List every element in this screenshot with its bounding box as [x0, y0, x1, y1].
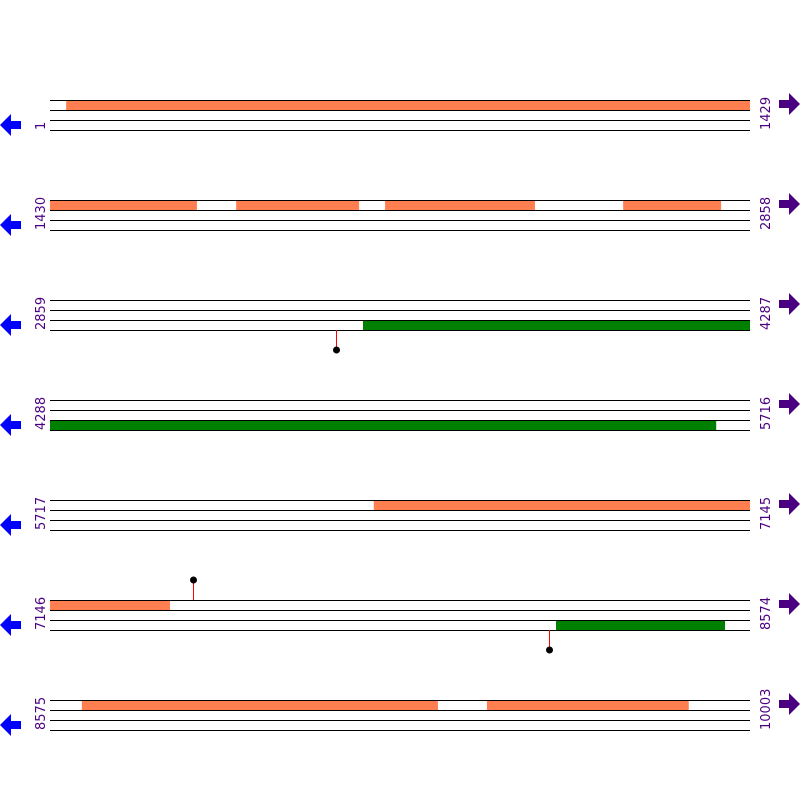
orange-feature-bar	[50, 600, 171, 610]
row-end-label: 5716	[759, 397, 774, 430]
row-end-label: 7145	[759, 497, 774, 530]
arrow-right-icon	[779, 493, 800, 515]
map-row: 2859 4287	[0, 293, 800, 354]
row-start-label: 4288	[34, 397, 49, 430]
row-end-label: 8574	[759, 597, 774, 630]
orange-feature-bar	[81, 700, 438, 710]
arrow-left-icon	[0, 414, 21, 436]
map-row: 1430 2858	[0, 193, 800, 236]
row-end-label: 1429	[759, 97, 774, 130]
arrow-left-icon	[0, 514, 21, 536]
orange-feature-bar	[50, 200, 197, 210]
arrow-left-icon	[0, 614, 21, 636]
row-end-label: 4287	[759, 297, 774, 330]
arrow-right-icon	[779, 193, 800, 215]
green-feature-bar	[556, 620, 726, 630]
orange-feature-bar	[385, 200, 535, 210]
marker-dot	[546, 646, 553, 654]
orange-feature-bar	[66, 100, 750, 110]
row-start-label: 1	[34, 122, 49, 130]
map-row: 8575 10003	[0, 689, 800, 736]
arrow-left-icon	[0, 314, 21, 336]
orange-feature-bar	[373, 500, 750, 510]
arrow-right-icon	[779, 293, 800, 315]
green-feature-bar	[50, 420, 717, 430]
arrow-right-icon	[779, 93, 800, 115]
row-start-label: 7146	[34, 597, 49, 630]
map-row: 4288 5716	[0, 393, 800, 436]
row-end-label: 10003	[759, 689, 774, 730]
arrow-right-icon	[779, 693, 800, 715]
map-row: 1 1429	[0, 93, 800, 136]
map-row: 7146 8574	[0, 576, 800, 654]
arrow-left-icon	[0, 714, 21, 736]
row-start-label: 5717	[34, 497, 49, 530]
orange-feature-bar	[486, 700, 689, 710]
row-start-label: 1430	[34, 197, 49, 230]
orange-feature-bar	[623, 200, 722, 210]
map-row: 5717 7145	[0, 493, 800, 536]
arrow-right-icon	[779, 593, 800, 615]
row-end-label: 2858	[759, 197, 774, 230]
marker-dot	[333, 346, 340, 354]
row-start-label: 2859	[34, 297, 49, 330]
arrow-left-icon	[0, 214, 21, 236]
arrow-left-icon	[0, 114, 21, 136]
orange-feature-bar	[236, 200, 360, 210]
row-start-label: 8575	[34, 697, 49, 730]
arrow-right-icon	[779, 393, 800, 415]
green-feature-bar	[363, 320, 750, 330]
marker-dot	[190, 576, 197, 584]
